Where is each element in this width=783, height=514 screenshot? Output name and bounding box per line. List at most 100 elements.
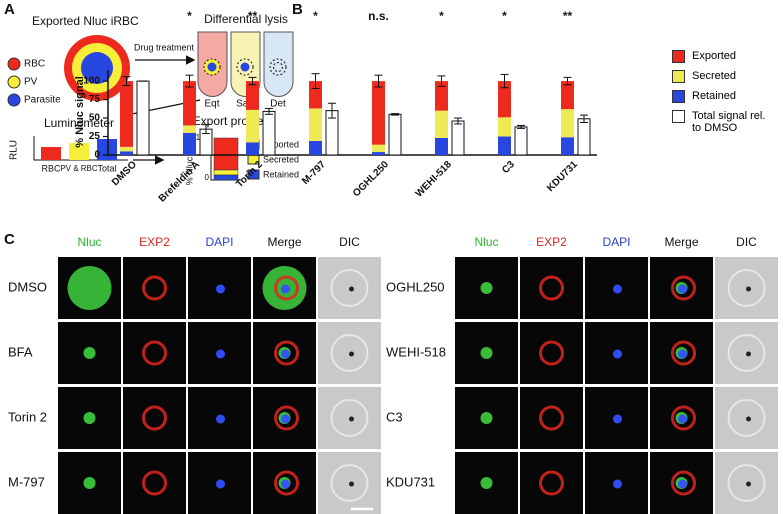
micrograph — [123, 322, 186, 384]
dic-dot — [349, 351, 354, 357]
legend-label: Exported — [692, 50, 737, 62]
x-tick-label: KDU731 — [545, 159, 580, 194]
legend-dot — [7, 75, 21, 89]
row-label: BFA — [8, 344, 33, 359]
total-bar — [577, 118, 591, 156]
tube-cell — [273, 62, 283, 72]
signal-blue — [678, 414, 687, 424]
significance-label: ** — [563, 9, 573, 23]
signal-blue — [613, 479, 622, 489]
signal-blue — [216, 349, 225, 359]
channel-header: EXP2 — [139, 235, 170, 249]
micrograph — [520, 322, 583, 384]
step-label: Drug treatment — [134, 42, 195, 52]
lysis-title: Differential lysis — [204, 12, 288, 26]
tube-label: Eqt — [204, 99, 219, 110]
dic-cell — [727, 399, 766, 437]
signal-red — [142, 340, 167, 366]
legend-item: Retained — [672, 90, 777, 103]
signal-blue — [678, 479, 687, 489]
bar-segment — [498, 117, 511, 137]
panel-label: B — [292, 1, 303, 18]
signal-red — [539, 275, 564, 301]
signal-blue — [281, 414, 290, 424]
row-label: KDU731 — [386, 474, 435, 489]
legend-swatch — [672, 50, 685, 63]
signal-red — [671, 275, 696, 301]
bar-segment — [435, 138, 448, 155]
mini-bar — [41, 147, 61, 160]
bar-segment — [435, 81, 448, 111]
tick-label: 0 — [205, 173, 210, 182]
dic-cell — [330, 399, 369, 437]
signal-blue — [613, 349, 622, 359]
tube-label: Det — [270, 99, 286, 110]
legend-label: Retained — [263, 169, 299, 179]
legend-swatch — [672, 110, 685, 123]
signal-blue — [216, 479, 225, 489]
channel-header: Merge — [267, 235, 301, 249]
y-tick-label: 50 — [89, 113, 101, 124]
micrograph — [520, 452, 583, 514]
bar-segment — [183, 81, 196, 126]
dic-cell — [330, 464, 369, 502]
signal-green — [480, 477, 493, 489]
x-tick-label: Brefeldin A — [157, 159, 202, 204]
y-tick-label: 25 — [89, 131, 101, 142]
dic-dot — [746, 351, 751, 357]
x-tick-label: M-797 — [300, 159, 328, 187]
dic-cell — [727, 464, 766, 502]
legend-swatch — [672, 90, 685, 103]
axis-label: % Nluc signal — [184, 131, 194, 186]
significance-label: * — [439, 9, 444, 23]
error-bar — [328, 102, 336, 119]
micrograph — [520, 387, 583, 449]
bar-segment — [498, 136, 511, 155]
signal-red — [274, 405, 299, 431]
y-tick-label: 75 — [89, 94, 101, 105]
channel-header: DAPI — [602, 235, 630, 249]
signal-blue — [216, 284, 225, 294]
row-label: WEHI-518 — [386, 344, 446, 359]
row-label: OGHL250 — [386, 279, 445, 294]
bar-segment — [372, 81, 385, 145]
bar-segment — [183, 125, 196, 133]
micrograph — [123, 257, 186, 319]
y-axis-label: % Nluc signal — [74, 76, 86, 148]
mini-bar — [69, 143, 89, 160]
error-bar — [248, 76, 257, 86]
bar-segment — [246, 109, 259, 143]
signal-red — [274, 470, 299, 496]
panel-label: C — [4, 231, 15, 248]
error-bar — [437, 75, 446, 87]
micrograph — [123, 387, 186, 449]
legend-label: Secreted — [692, 70, 737, 82]
total-bar — [136, 80, 150, 156]
legend-label: RBC — [24, 59, 45, 70]
dic-dot — [746, 286, 751, 292]
error-bar — [563, 76, 572, 86]
error-bar — [517, 124, 525, 129]
signal-blue — [281, 284, 290, 294]
panel-label: A — [4, 1, 15, 18]
error-bar — [454, 117, 462, 125]
signal-blue — [678, 349, 687, 359]
mini-bar — [213, 137, 239, 171]
signal-red — [539, 405, 564, 431]
signal-red — [539, 470, 564, 496]
row-label: Torin 2 — [8, 409, 47, 424]
significance-label: ** — [248, 9, 258, 23]
channel-header: Merge — [664, 235, 698, 249]
legend-swatch — [672, 70, 685, 83]
signal-green — [480, 347, 493, 359]
total-bar — [514, 126, 528, 156]
bar-segment — [435, 110, 448, 138]
tube-cell — [236, 58, 254, 76]
significance-label: * — [187, 9, 192, 23]
mini-bar — [213, 174, 239, 181]
row-label: C3 — [386, 409, 403, 424]
signal-green — [67, 266, 112, 310]
error-bar — [202, 124, 210, 135]
legend-label: Retained — [692, 90, 737, 102]
bar-segment — [309, 140, 322, 155]
